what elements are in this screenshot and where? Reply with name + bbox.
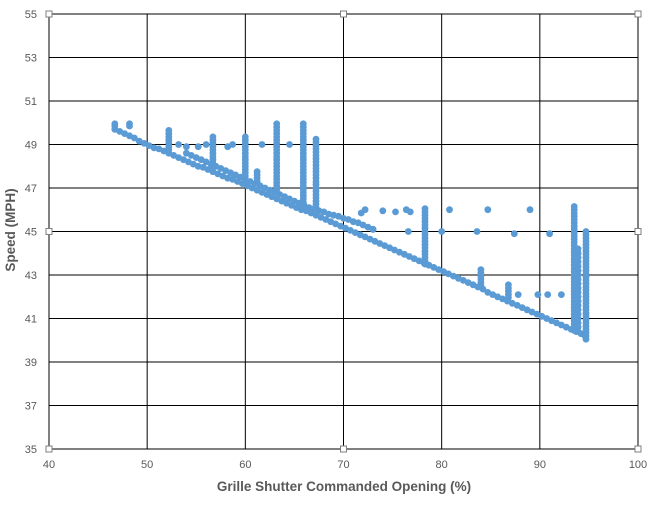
y-tick-label: 43 — [25, 270, 37, 282]
data-point — [514, 291, 522, 298]
resize-handle[interactable] — [340, 445, 347, 453]
data-point — [392, 208, 399, 216]
data-point — [361, 206, 369, 214]
data-point — [505, 294, 512, 302]
data-point — [534, 291, 542, 298]
data-point — [258, 141, 266, 148]
data-point — [131, 134, 138, 142]
data-point — [526, 206, 534, 214]
y-tick-label: 49 — [25, 140, 37, 152]
resize-handle[interactable] — [634, 10, 642, 18]
x-tick-label: 60 — [239, 459, 251, 471]
data-point — [406, 208, 414, 216]
data-points — [111, 120, 590, 343]
tick-labels: 40 50 60 70 80 90 100 35 37 39 41 43 45 47 49 51 53 55 — [25, 9, 647, 471]
data-point — [253, 178, 261, 185]
y-tick-label: 51 — [25, 96, 37, 108]
x-tick-label: 70 — [337, 459, 349, 471]
y-tick-label: 47 — [25, 183, 37, 195]
resize-handle[interactable] — [45, 228, 53, 235]
data-point — [312, 204, 320, 212]
resize-handle[interactable] — [634, 445, 642, 453]
resize-handle[interactable] — [340, 10, 347, 18]
y-tick-label: 37 — [25, 401, 37, 413]
y-tick-label: 39 — [25, 357, 37, 369]
data-point — [379, 207, 387, 215]
data-point — [194, 143, 202, 151]
resize-handle[interactable] — [45, 445, 53, 453]
plot-area-handles[interactable] — [45, 10, 642, 453]
data-point — [421, 260, 429, 268]
data-point — [241, 175, 249, 183]
data-point — [546, 230, 553, 238]
data-point — [175, 141, 183, 148]
x-tick-label: 100 — [629, 459, 647, 471]
data-point — [558, 291, 565, 298]
data-point — [273, 189, 281, 196]
data-point — [582, 335, 590, 343]
data-point — [111, 122, 119, 130]
data-point — [229, 141, 237, 148]
x-tick-label: 40 — [43, 459, 55, 471]
resize-handle[interactable] — [634, 228, 642, 235]
x-tick-label: 90 — [534, 459, 546, 471]
x-tick-label: 80 — [436, 459, 448, 471]
data-point — [165, 146, 173, 154]
data-point — [209, 162, 217, 170]
data-point — [369, 225, 377, 233]
y-tick-label: 53 — [25, 53, 37, 65]
y-tick-label: 45 — [25, 227, 37, 239]
y-axis-title: Speed (MPH) — [3, 188, 18, 271]
data-point — [446, 206, 453, 214]
data-point — [544, 291, 552, 298]
x-axis-title: Grille Shutter Commanded Opening (%) — [217, 479, 471, 494]
y-tick-label: 41 — [25, 314, 37, 326]
data-point — [510, 230, 518, 238]
data-point — [574, 328, 582, 335]
data-point — [484, 206, 492, 214]
data-point — [183, 143, 190, 151]
data-point — [202, 141, 210, 148]
data-point — [477, 282, 485, 290]
data-point — [126, 122, 133, 130]
x-tick-label: 50 — [141, 459, 153, 471]
resize-handle[interactable] — [45, 10, 53, 18]
data-point — [404, 228, 412, 235]
data-point — [299, 202, 307, 209]
data-point — [438, 228, 446, 235]
y-tick-label: 55 — [25, 9, 37, 21]
data-point — [286, 141, 293, 148]
data-point — [473, 228, 481, 235]
y-tick-label: 35 — [25, 444, 37, 456]
